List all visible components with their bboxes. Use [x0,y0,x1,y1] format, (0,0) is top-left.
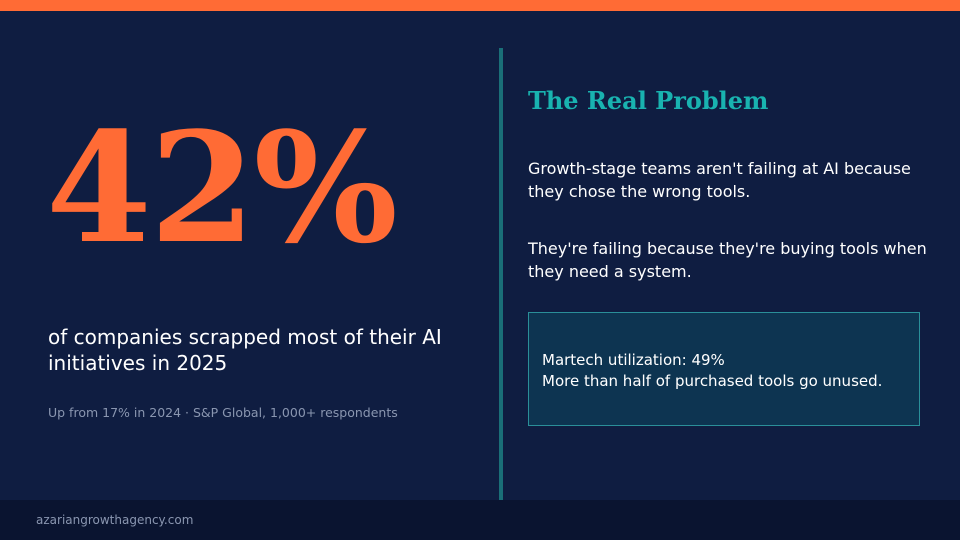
section-heading: The Real Problem [528,86,769,115]
callout-box: Martech utilization: 49% More than half … [528,312,920,426]
callout-line-1: Martech utilization: 49% [542,351,725,369]
footer-bar: azariangrowthagency.com [0,500,960,540]
footer-website: azariangrowthagency.com [36,513,194,527]
big-stat-value: 42% [46,98,398,277]
problem-paragraph-2: They're failing because they're buying t… [528,239,927,281]
top-accent-bar [0,0,960,11]
vertical-divider [499,48,503,501]
callout-line-2: More than half of purchased tools go unu… [542,372,883,390]
problem-paragraph-1: Growth-stage teams aren't failing at AI … [528,159,911,201]
stat-caption: of companies scrapped most of their AI i… [48,325,442,375]
stat-source: Up from 17% in 2024 · S&P Global, 1,000+… [48,405,398,420]
